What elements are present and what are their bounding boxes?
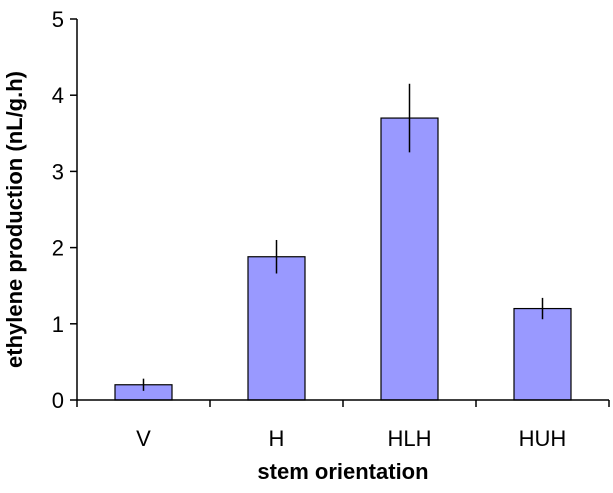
bar-hlh	[380, 117, 439, 401]
x-tick-label-hlh: HLH	[387, 426, 431, 451]
y-tick-label: 1	[52, 312, 64, 337]
error-bars-group	[142, 83, 544, 391]
y-tick-label: 2	[52, 236, 64, 261]
bars-group	[114, 117, 572, 401]
y-tick-label: 5	[52, 7, 64, 32]
x-axis-title: stem orientation	[257, 459, 428, 484]
x-ticks-group: V H HLH HUH	[76, 400, 610, 451]
y-axis-title: ethylene production (nL/g.h)	[2, 71, 27, 368]
x-tick-label-v: V	[136, 426, 151, 451]
y-tick-label: 0	[52, 388, 64, 413]
y-tick-label: 3	[52, 159, 64, 184]
y-tick-label: 4	[52, 83, 64, 108]
x-tick-label-h: H	[269, 426, 285, 451]
y-ticks-group: 0 1 2 3 4 5	[52, 7, 77, 413]
bar-h	[247, 256, 306, 401]
bar-huh	[513, 307, 572, 401]
x-tick-label-huh: HUH	[519, 426, 567, 451]
